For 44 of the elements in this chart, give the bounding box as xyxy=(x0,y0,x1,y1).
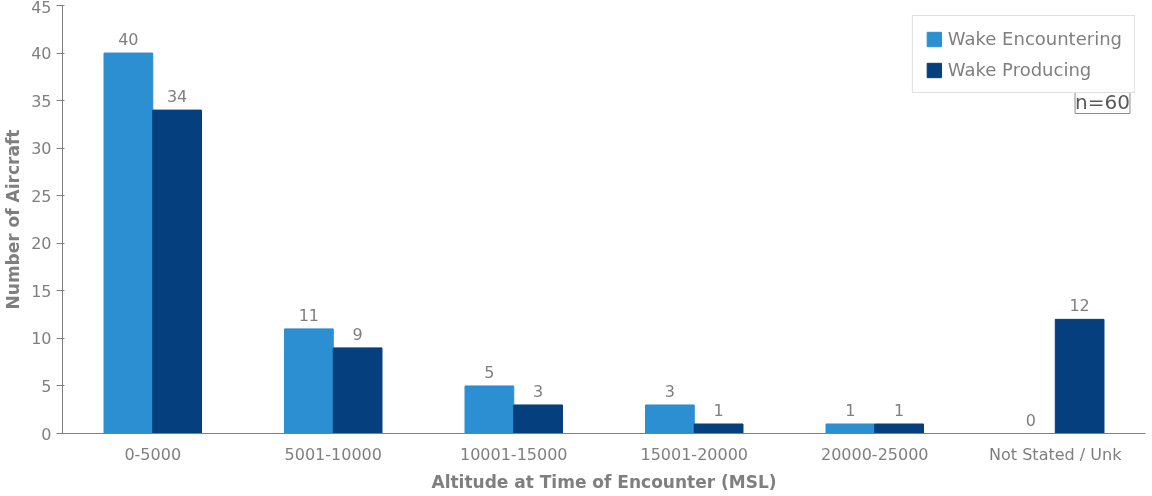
y-tick-label: 30 xyxy=(31,139,52,159)
bar xyxy=(874,423,924,434)
bar xyxy=(332,347,383,434)
data-label: 9 xyxy=(352,324,363,344)
y-tick-label: 20 xyxy=(31,234,52,254)
y-tick-label: 45 xyxy=(31,0,52,17)
y-tick-label: 0 xyxy=(41,424,52,444)
data-label: 1 xyxy=(845,400,856,420)
data-label: 11 xyxy=(298,305,320,325)
y-tick-label: 25 xyxy=(31,186,52,206)
x-tick-label: 0-5000 xyxy=(124,444,182,464)
y-tick-label: 5 xyxy=(41,376,52,396)
x-axis-title: Altitude at Time of Encounter (MSL) xyxy=(431,471,777,492)
bar xyxy=(513,404,563,434)
data-label: 0 xyxy=(1025,410,1036,430)
data-label: 5 xyxy=(484,362,495,382)
bar xyxy=(1054,318,1105,434)
legend-label: Wake Producing xyxy=(947,59,1092,80)
data-label: 12 xyxy=(1069,296,1090,316)
y-tick-label: 10 xyxy=(31,329,52,349)
legend-label: Wake Encountering xyxy=(947,28,1122,49)
data-label: 1 xyxy=(894,400,905,420)
bar xyxy=(284,328,334,434)
x-tick-label: 10001-15000 xyxy=(459,444,568,464)
bar xyxy=(693,423,744,434)
bar xyxy=(103,52,154,434)
x-tick-label: 15001-20000 xyxy=(640,444,749,464)
y-tick-label: 35 xyxy=(31,91,52,111)
x-tick-label: 20000-25000 xyxy=(820,444,929,464)
data-label: 3 xyxy=(664,381,675,401)
x-tick-label: 5001-10000 xyxy=(284,444,382,464)
data-label: 34 xyxy=(166,87,188,107)
bar xyxy=(152,109,202,434)
bar xyxy=(464,385,515,434)
y-axis-title: Number of Aircraft xyxy=(3,129,24,310)
y-tick-label: 40 xyxy=(31,44,52,64)
data-label: 40 xyxy=(118,30,139,50)
y-tick-label: 15 xyxy=(31,281,52,301)
bar xyxy=(645,404,695,434)
annotation: n=60 xyxy=(1075,89,1130,114)
data-label: 1 xyxy=(713,400,724,420)
data-label: 3 xyxy=(533,381,544,401)
bar xyxy=(825,423,876,434)
x-tick-label: Not Stated / Unk xyxy=(989,444,1123,464)
